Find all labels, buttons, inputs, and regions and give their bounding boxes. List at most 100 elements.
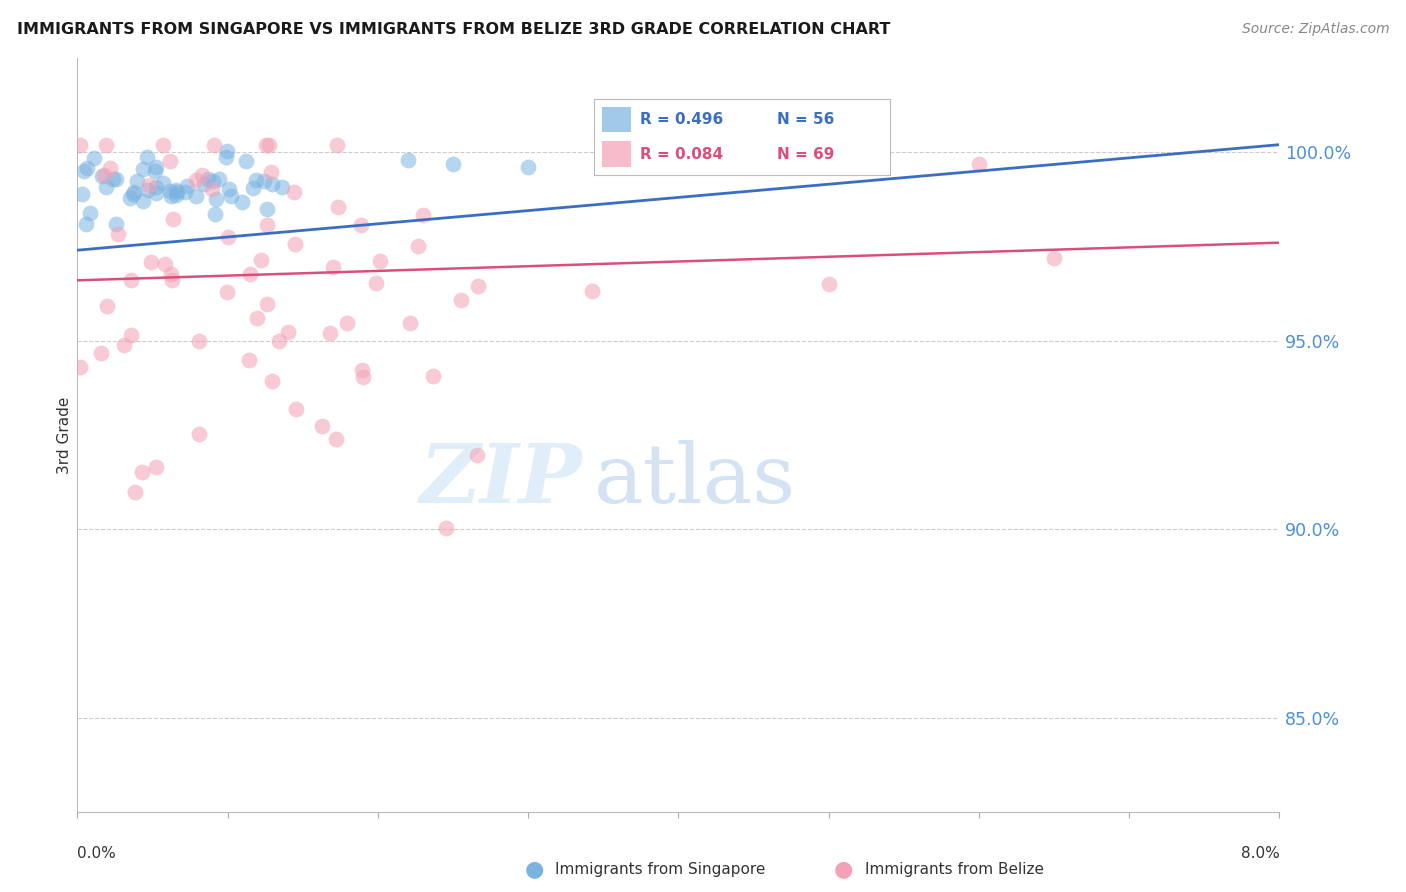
Bar: [602, 106, 631, 132]
Point: [69, 360, 91, 375]
Text: Immigrants from Singapore: Immigrants from Singapore: [555, 863, 766, 877]
Point: [217, 230, 239, 244]
Point: [105, 171, 128, 186]
Point: [145, 160, 167, 174]
Point: [592, 153, 614, 167]
Point: [253, 173, 276, 187]
Point: [201, 174, 224, 188]
Point: [98, 161, 121, 175]
Point: [152, 176, 174, 190]
Point: [132, 194, 155, 209]
Point: [239, 267, 262, 281]
Point: [396, 153, 419, 167]
Point: [325, 432, 347, 446]
Point: [581, 285, 603, 299]
Point: [366, 276, 388, 290]
Point: [145, 186, 167, 200]
Text: IMMIGRANTS FROM SINGAPORE VS IMMIGRANTS FROM BELIZE 3RD GRADE CORRELATION CHART: IMMIGRANTS FROM SINGAPORE VS IMMIGRANTS …: [17, 22, 890, 37]
Point: [83, 151, 105, 165]
Point: [174, 185, 197, 199]
Point: [162, 212, 184, 227]
Point: [191, 168, 214, 182]
Point: [260, 178, 283, 192]
Point: [118, 191, 141, 205]
Point: [122, 186, 145, 200]
Point: [101, 172, 124, 186]
Point: [120, 273, 142, 287]
Point: [160, 267, 183, 281]
Point: [93, 168, 115, 182]
Point: [215, 150, 238, 164]
Point: [322, 260, 344, 274]
Point: [467, 279, 489, 293]
Point: [69, 137, 91, 152]
Point: [153, 257, 176, 271]
Point: [517, 161, 540, 175]
Point: [145, 460, 167, 475]
Text: Immigrants from Belize: Immigrants from Belize: [865, 863, 1043, 877]
Point: [260, 165, 283, 179]
Point: [132, 161, 155, 176]
Point: [1043, 251, 1066, 265]
Point: [242, 180, 264, 194]
Point: [262, 374, 284, 388]
Text: atlas: atlas: [595, 440, 796, 520]
Point: [204, 207, 226, 221]
Point: [188, 426, 211, 441]
Point: [256, 202, 278, 216]
Point: [208, 172, 231, 186]
Point: [283, 185, 305, 199]
Point: [73, 163, 96, 178]
Point: [450, 293, 472, 307]
Point: [267, 334, 290, 348]
Text: Source: ZipAtlas.com: Source: ZipAtlas.com: [1241, 22, 1389, 37]
Point: [311, 419, 333, 434]
Point: [434, 521, 457, 535]
Point: [143, 163, 166, 178]
Point: [162, 273, 184, 287]
Point: [91, 169, 114, 184]
Point: [318, 326, 340, 340]
Point: [270, 179, 292, 194]
Point: [120, 328, 142, 343]
Point: [188, 334, 211, 349]
Point: [197, 172, 219, 186]
Point: [254, 137, 277, 152]
Point: [668, 149, 690, 163]
Point: [217, 285, 239, 299]
Text: R = 0.084: R = 0.084: [640, 147, 723, 161]
Point: [441, 156, 464, 170]
Bar: [602, 142, 631, 167]
Point: [326, 137, 349, 152]
Point: [96, 299, 118, 313]
Point: [465, 448, 488, 462]
Point: [165, 188, 187, 202]
Point: [336, 316, 359, 330]
Point: [138, 178, 160, 192]
Point: [75, 217, 97, 231]
Point: [90, 346, 112, 360]
Point: [350, 218, 373, 232]
Point: [235, 153, 257, 168]
Point: [159, 154, 181, 169]
Point: [283, 236, 305, 251]
Point: [94, 137, 117, 152]
Text: 8.0%: 8.0%: [1240, 846, 1279, 861]
Text: ●: ●: [524, 860, 544, 880]
Point: [238, 353, 260, 368]
Point: [124, 485, 146, 500]
Point: [193, 178, 215, 192]
Point: [141, 254, 163, 268]
Point: [104, 217, 127, 231]
Point: [231, 194, 253, 209]
Point: [215, 144, 238, 158]
Point: [79, 206, 101, 220]
Point: [96, 179, 118, 194]
Point: [218, 182, 240, 196]
Point: [256, 297, 278, 311]
Point: [205, 192, 228, 206]
Text: N = 69: N = 69: [778, 147, 835, 161]
Point: [165, 183, 187, 197]
Point: [131, 466, 153, 480]
Point: [412, 208, 434, 222]
